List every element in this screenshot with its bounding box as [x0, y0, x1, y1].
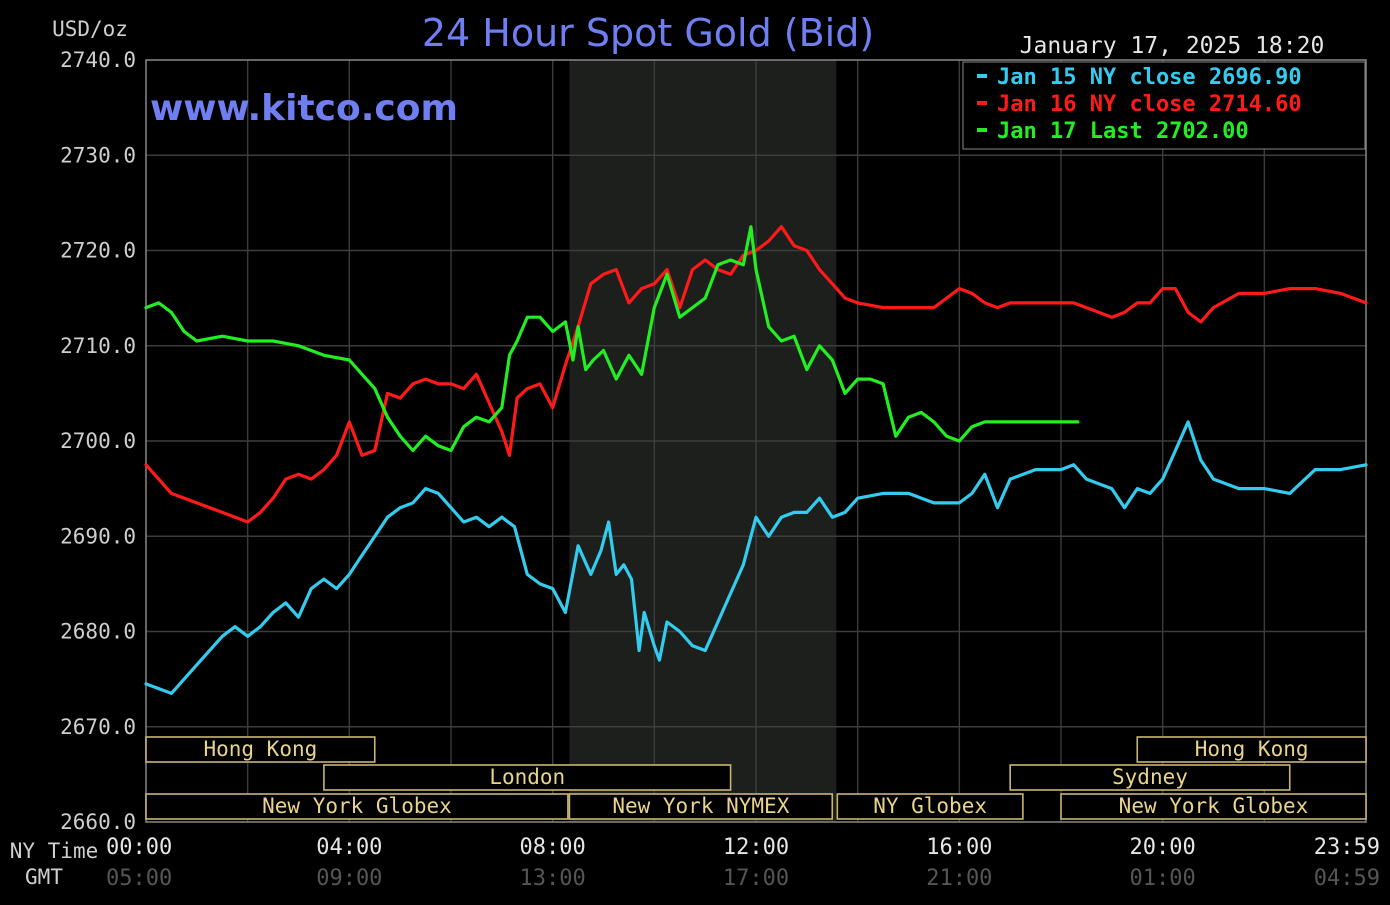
y-tick-label: 2680.0 [60, 620, 136, 644]
x-axis-gmt-label: GMT [25, 865, 63, 889]
session-label: New York Globex [262, 794, 452, 818]
legend-label: Jan 15 NY close 2696.90 [997, 65, 1302, 90]
x-axis-ticks: 00:00 05:00 04:00 09:00 08:00 13:00 12:00 17:00… [106, 835, 1380, 891]
x-tick-label-gmt: 17:00 [723, 866, 789, 891]
plot-frame [145, 59, 1367, 823]
x-axis-ny-label: NY Time [10, 839, 99, 863]
x-tick-label-ny: 04:00 [316, 835, 382, 860]
session-bar [836, 793, 1024, 820]
session-label: Sydney [1112, 765, 1188, 789]
legend-swatch [977, 74, 987, 78]
x-tick-label-gmt: 01:00 [1130, 866, 1196, 891]
series-line-jan-15 [144, 420, 1368, 696]
x-tick-label-ny: 20:00 [1130, 835, 1196, 860]
timestamp: January 17, 2025 18:20 [1020, 33, 1325, 59]
session-label: New York NYMEX [612, 794, 789, 818]
session-bar [568, 793, 834, 820]
x-tick-label-ny: 16:00 [926, 835, 992, 860]
session-bar [1060, 793, 1367, 820]
y-tick-label: 2670.0 [60, 715, 136, 739]
unit-label: USD/oz [52, 17, 128, 41]
x-tick-label-gmt: 21:00 [926, 866, 992, 891]
session-bar [1136, 736, 1367, 763]
legend-swatch [977, 128, 987, 132]
session-label: New York Globex [1119, 794, 1309, 818]
legend-label: Jan 17 Last 2702.00 [997, 119, 1249, 144]
session-bar [323, 764, 732, 791]
session-label: Hong Kong [203, 737, 317, 761]
x-tick-label-ny: 12:00 [723, 835, 789, 860]
series-line-jan-16 [144, 225, 1368, 524]
legend-swatch [977, 101, 987, 105]
x-tick-label-gmt: 09:00 [316, 866, 382, 891]
y-tick-label: 2710.0 [60, 334, 136, 358]
x-tick-label-gmt: 04:59 [1314, 866, 1380, 891]
series-line-jan-17 [144, 225, 1080, 453]
x-tick-label-ny: 08:00 [520, 835, 586, 860]
y-tick-label: 2690.0 [60, 524, 136, 548]
x-tick-label-gmt: 13:00 [520, 866, 586, 891]
y-tick-label: 2730.0 [60, 143, 136, 167]
y-tick-label: 2720.0 [60, 239, 136, 263]
session-bar [145, 793, 569, 820]
watermark-text: www.kitco.com [150, 88, 458, 129]
legend-label: Jan 16 NY close 2714.60 [997, 92, 1302, 117]
session-label: NY Globex [873, 794, 987, 818]
x-tick-label-gmt: 05:00 [106, 866, 172, 891]
y-axis-ticks: 2740.0 2730.0 2720.0 2710.0 2700.0 2690.0 2680… [60, 48, 136, 834]
session-label: London [489, 765, 565, 789]
x-tick-label-ny: 00:00 [106, 835, 172, 860]
y-tick-label: 2700.0 [60, 429, 136, 453]
y-tick-label: 2660.0 [60, 810, 136, 834]
legend-box [962, 61, 1366, 150]
y-tick-label: 2740.0 [60, 48, 136, 72]
session-label: Hong Kong [1195, 737, 1309, 761]
market-sessions: Hong Kong Hong Kong London Sydney New York G… [145, 736, 1367, 820]
x-tick-label-ny: 23:59 [1314, 835, 1380, 860]
chart-title: 24 Hour Spot Gold (Bid) [422, 11, 874, 55]
session-bar [1009, 764, 1291, 791]
series-lines [144, 225, 1368, 696]
session-bar [145, 736, 376, 763]
